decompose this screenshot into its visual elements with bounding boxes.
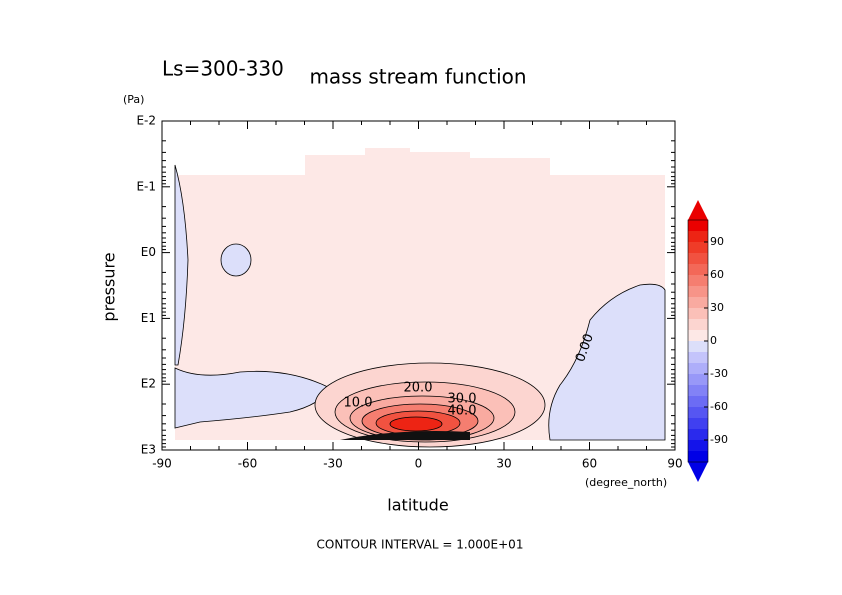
colorbar-tick-label: -60	[710, 400, 728, 413]
colorbar-box	[688, 297, 708, 308]
colorbar-box	[688, 319, 708, 330]
y-tick-label: E1	[141, 311, 156, 325]
colorbar-tick-label: 60	[710, 268, 724, 281]
colorbar-box	[688, 396, 708, 407]
chart-title: mass stream function	[309, 65, 526, 89]
colorbar-tick-label: 90	[710, 235, 724, 248]
colorbar-box	[688, 330, 708, 341]
colorbar-box	[688, 231, 708, 242]
colorbar-box	[688, 418, 708, 429]
y-tick-label: E0	[141, 245, 156, 259]
colorbar-extension	[688, 200, 708, 220]
colorbar-box	[688, 451, 708, 462]
y-axis-label: pressure	[100, 252, 119, 321]
colorbar-extension	[688, 462, 708, 482]
contour	[389, 416, 443, 432]
colorbar-box	[688, 352, 708, 363]
y-tick-label: E3	[141, 443, 156, 457]
x-tick-label: 60	[582, 457, 597, 471]
contour-label: 20.0	[404, 381, 433, 396]
positive-region	[175, 148, 665, 440]
colorbar-box	[688, 242, 708, 253]
colorbar-box	[688, 385, 708, 396]
colorbar-tick-label: 0	[710, 334, 717, 347]
negative-region	[174, 164, 189, 366]
y-tick-label: E-1	[136, 179, 156, 193]
y-tick-label: E2	[141, 377, 156, 391]
colorbar-box	[688, 363, 708, 374]
colorbar-box	[688, 429, 708, 440]
colorbar-box	[688, 407, 708, 418]
colorbar-box	[688, 440, 708, 451]
x-tick-label: -30	[323, 457, 343, 471]
field	[174, 148, 666, 448]
colorbar-tick-label: -30	[710, 367, 728, 380]
negative-region	[220, 243, 252, 277]
colorbar-box	[688, 341, 708, 352]
colorbar-box	[688, 308, 708, 319]
contour-label: 10.0	[344, 396, 373, 411]
x-tick-label: -90	[152, 457, 172, 471]
colorbar-box	[688, 253, 708, 264]
x-tick-label: 0	[415, 457, 423, 471]
dense-contours	[340, 431, 470, 440]
colorbar-tick-label: -90	[710, 433, 728, 446]
x-tick-label: 90	[667, 457, 682, 471]
y-unit: (Pa)	[123, 93, 144, 106]
colorbar-box	[688, 220, 708, 231]
x-unit: (degree_north)	[585, 476, 667, 489]
colorbar-tick-label: 30	[710, 301, 724, 314]
x-tick-label: 30	[496, 457, 511, 471]
x-axis-label: latitude	[387, 496, 448, 515]
colorbar-box	[688, 275, 708, 286]
contour-label: 30.0	[448, 392, 477, 407]
colorbar-box	[688, 374, 708, 385]
colorbar-box	[688, 286, 708, 297]
subtitle: Ls=300-330	[162, 57, 284, 81]
x-tick-label: -60	[238, 457, 258, 471]
colorbar-box	[688, 264, 708, 275]
contour-label: 40.0	[448, 404, 477, 419]
negative-region	[548, 283, 666, 441]
contour-interval: CONTOUR INTERVAL = 1.000E+01	[317, 538, 524, 552]
y-tick-label: E-2	[136, 114, 156, 128]
